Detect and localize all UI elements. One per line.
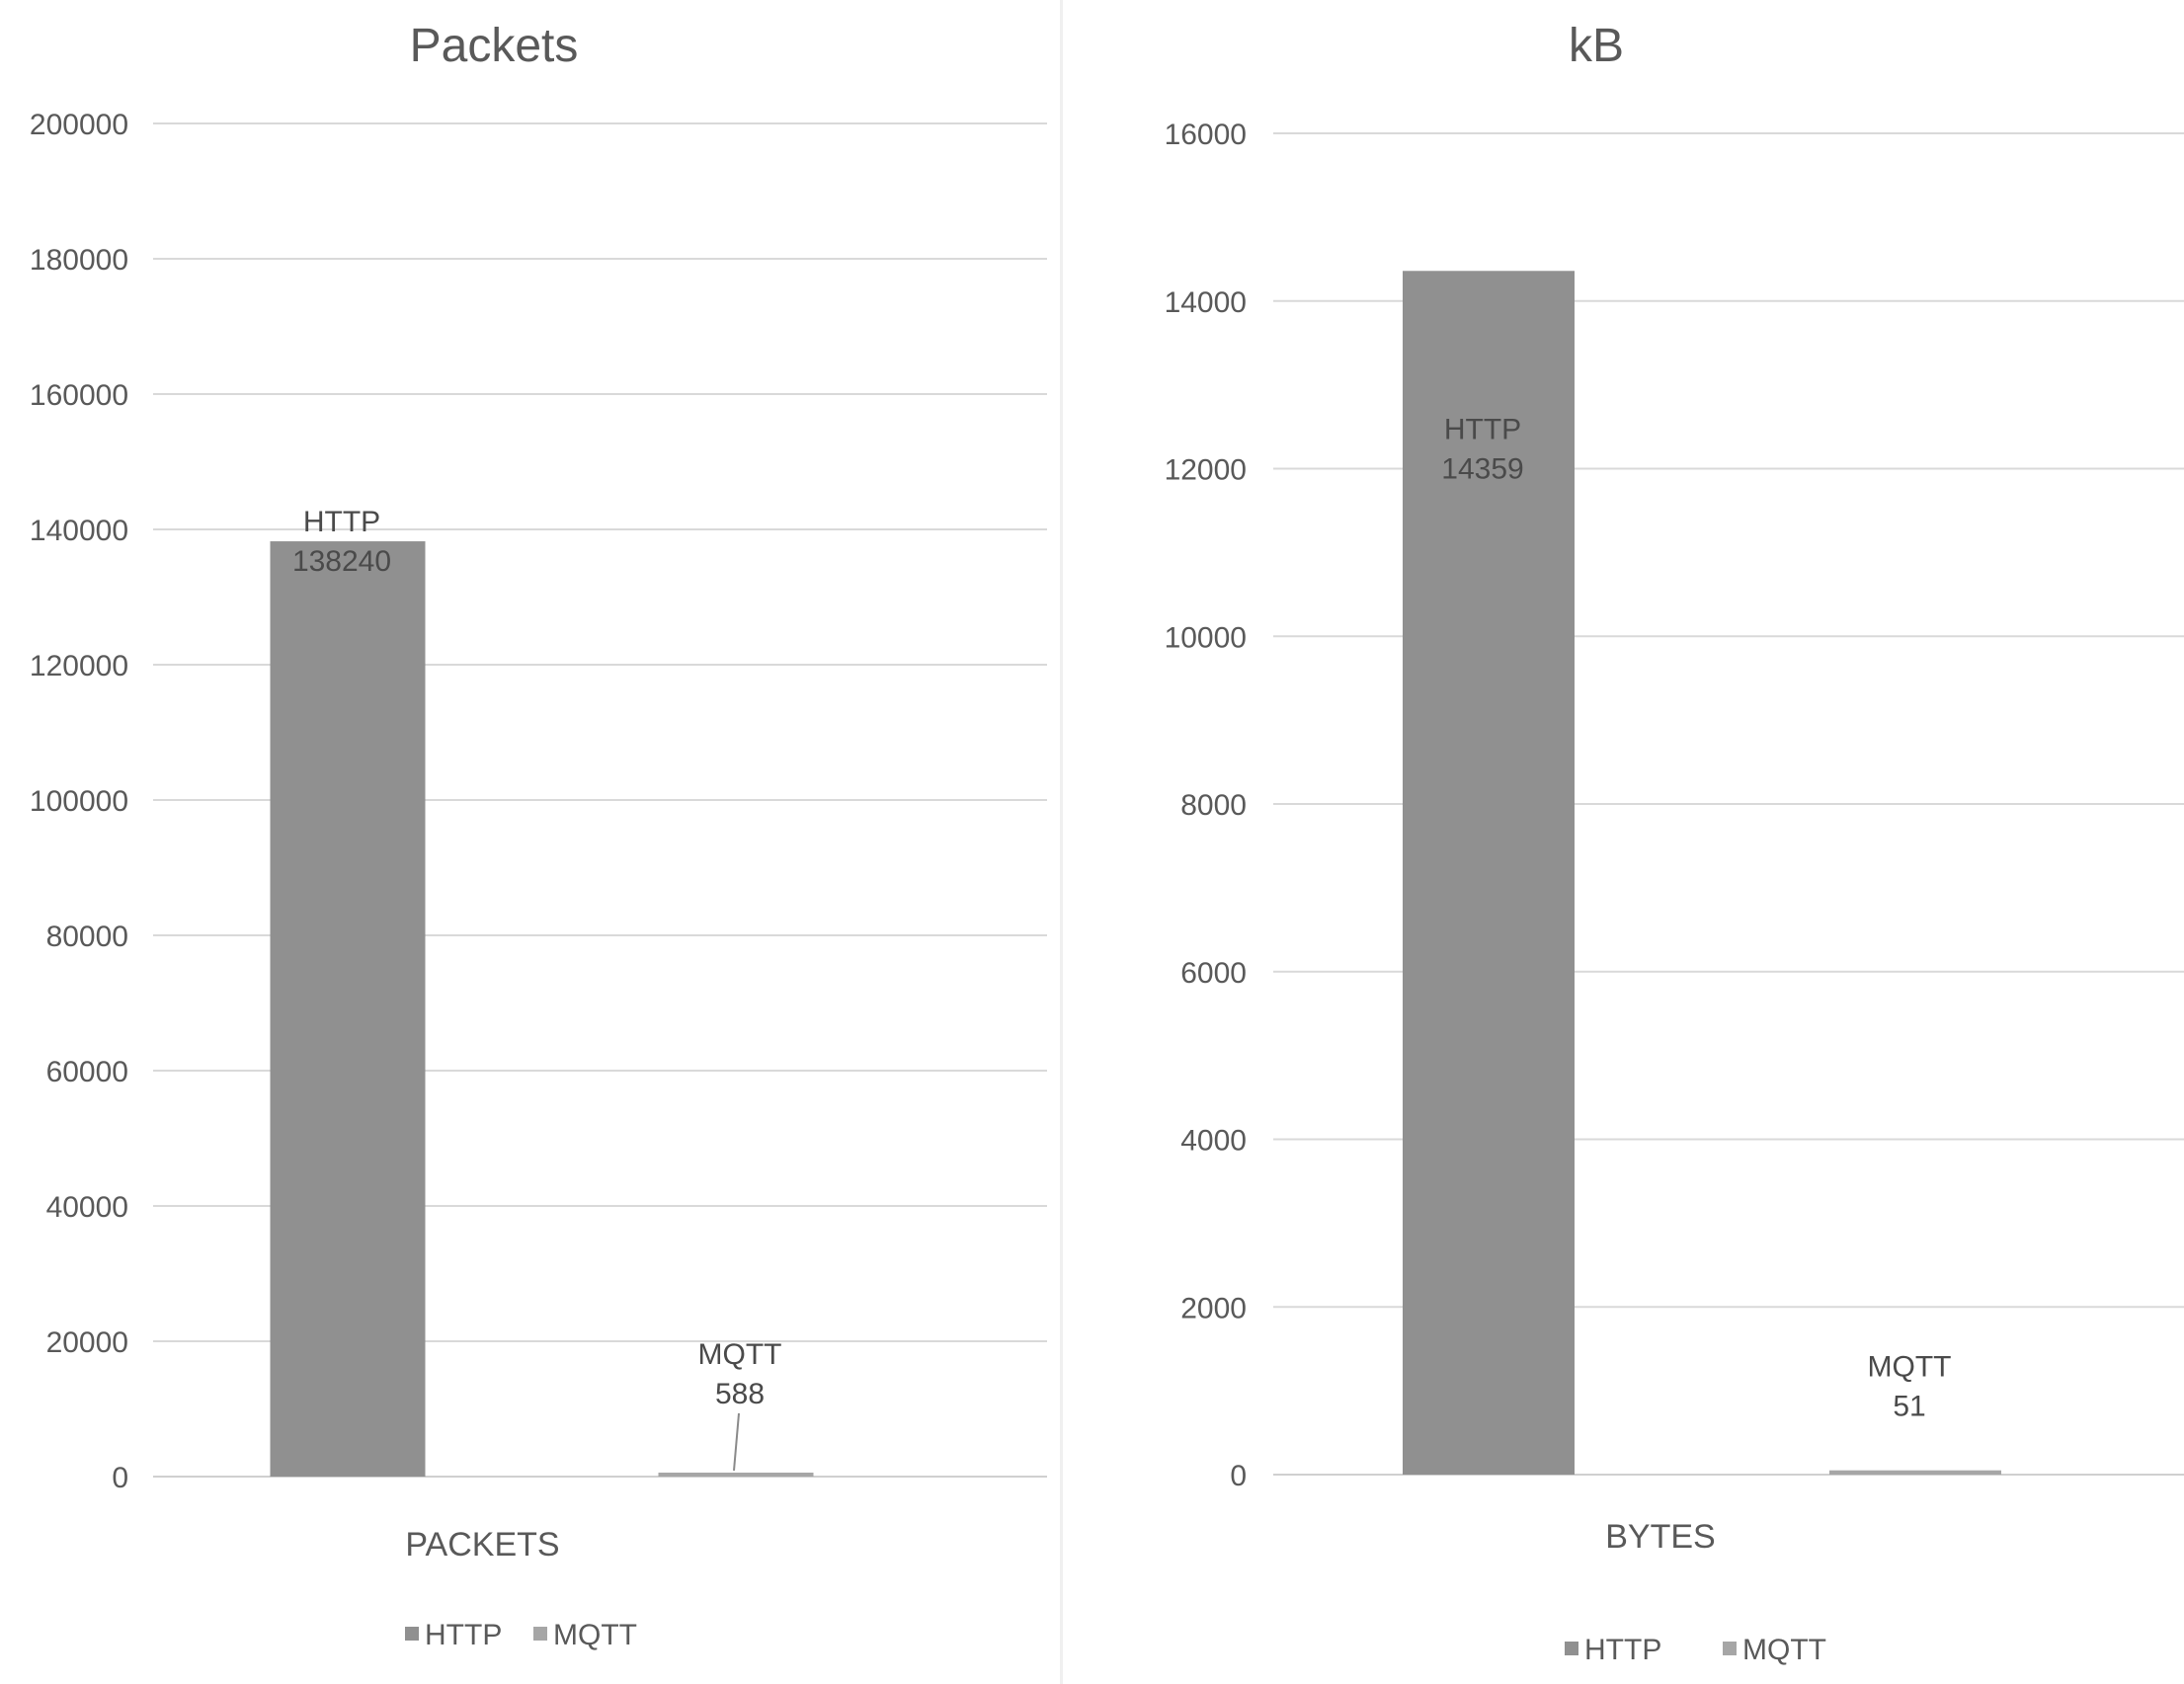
bytes-data-label-category: HTTP — [1444, 413, 1521, 445]
packets-data-label-value: 138240 — [292, 545, 391, 578]
packets-y-tick-label: 120000 — [30, 650, 128, 682]
packets-y-tick-label: 20000 — [46, 1326, 128, 1359]
packets-data-label-leader-line — [733, 1412, 740, 1472]
bytes-y-tick-label: 14000 — [1165, 286, 1247, 319]
packets-bar-mqtt — [658, 1472, 814, 1477]
bytes-x-category-label: BYTES — [1605, 1518, 1715, 1556]
bytes-y-tick-label: 4000 — [1180, 1125, 1247, 1158]
bytes-data-label-value: 14359 — [1441, 452, 1523, 485]
packets-y-tick-label: 160000 — [30, 379, 128, 412]
packets-y-tick-label: 180000 — [30, 244, 128, 277]
bytes-chart: kB 0 2000 4000 6000 8000 10000 12000 14000 16000 H… — [1165, 20, 2184, 1666]
packets-y-tick-label: 100000 — [30, 785, 128, 818]
packets-chart-panel: Packets 0 20000 40000 60000 80000 100000 120000… — [0, 0, 1059, 1684]
packets-legend-swatch-http — [405, 1627, 419, 1641]
packets-x-category-label: PACKETS — [405, 1526, 559, 1564]
bytes-chart-panel: kB 0 2000 4000 6000 8000 10000 12000 14000 16000 H… — [1063, 0, 2184, 1684]
bytes-y-tick-label: 8000 — [1180, 789, 1247, 822]
bytes-bar-http — [1403, 271, 1575, 1475]
packets-data-label-value: 588 — [715, 1378, 765, 1410]
bytes-legend-swatch-http — [1565, 1642, 1578, 1655]
packets-legend-label-http: HTTP — [425, 1619, 502, 1651]
bytes-legend-swatch-mqtt — [1723, 1642, 1737, 1655]
bytes-legend-label-mqtt: MQTT — [1742, 1634, 1826, 1666]
bytes-y-tick-label: 0 — [1230, 1460, 1247, 1492]
packets-legend-swatch-mqtt — [533, 1627, 547, 1641]
packets-chart: Packets 0 20000 40000 60000 80000 100000 120000… — [30, 20, 1047, 1651]
bytes-data-label-category: MQTT — [1868, 1351, 1952, 1384]
bytes-legend-label-http: HTTP — [1584, 1634, 1661, 1666]
packets-y-tick-label: 0 — [112, 1462, 128, 1494]
bytes-data-label-value: 51 — [1893, 1391, 1925, 1423]
packets-y-tick-label: 60000 — [46, 1056, 128, 1088]
bytes-bar-mqtt — [1829, 1470, 2001, 1475]
bytes-chart-title: kB — [1569, 20, 1624, 72]
packets-y-tick-label: 200000 — [30, 109, 128, 141]
bytes-y-tick-label: 12000 — [1165, 454, 1247, 487]
bytes-y-tick-label: 16000 — [1165, 119, 1247, 151]
packets-chart-title: Packets — [410, 20, 579, 72]
packets-data-label-category: HTTP — [303, 506, 380, 538]
bytes-y-tick-label: 6000 — [1180, 957, 1247, 990]
bytes-y-tick-label: 2000 — [1180, 1292, 1247, 1324]
packets-y-tick-label: 140000 — [30, 515, 128, 547]
packets-data-label-category: MQTT — [698, 1338, 782, 1371]
bytes-y-tick-label: 10000 — [1165, 621, 1247, 654]
panel-divider — [1060, 0, 1063, 1684]
packets-y-tick-label: 40000 — [46, 1191, 128, 1224]
packets-y-tick-label: 80000 — [46, 921, 128, 953]
packets-bar-http — [270, 541, 426, 1477]
packets-legend-label-mqtt: MQTT — [553, 1619, 637, 1651]
